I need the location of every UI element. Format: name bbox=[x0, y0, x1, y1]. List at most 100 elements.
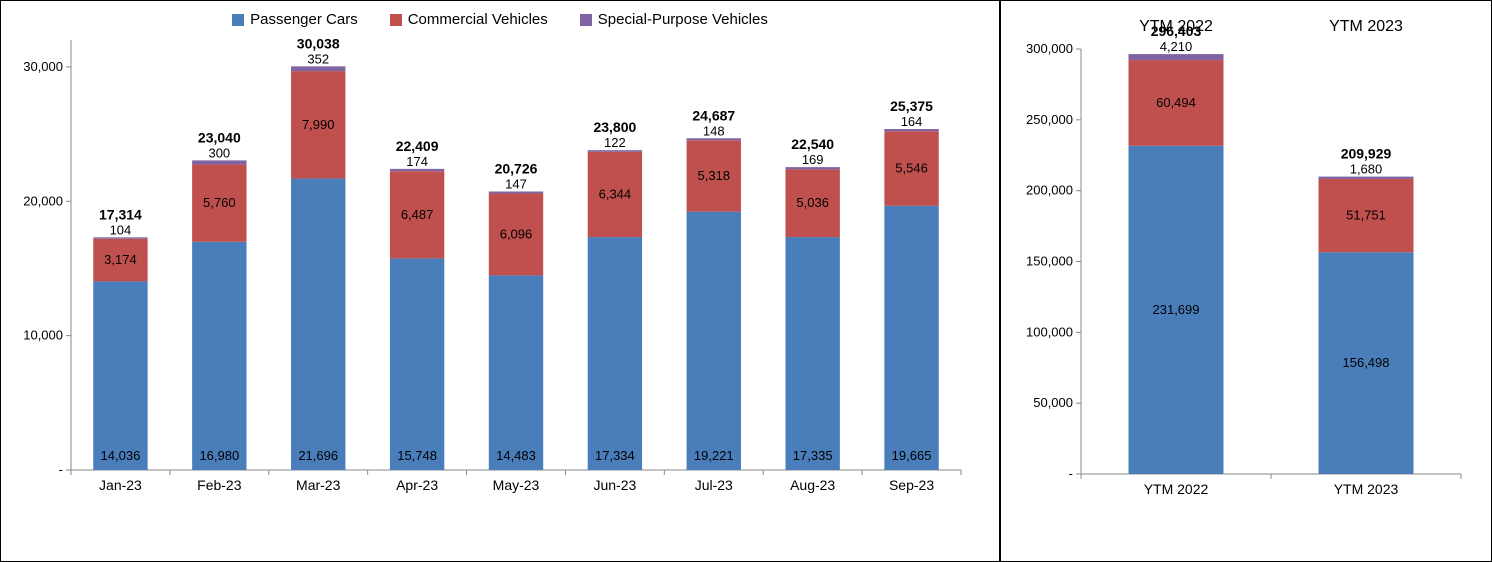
legend-label: Special-Purpose Vehicles bbox=[598, 11, 768, 28]
x-tick-label: Mar-23 bbox=[296, 477, 341, 493]
bar-segment bbox=[93, 237, 147, 238]
data-label: 14,036 bbox=[101, 448, 141, 463]
total-label: 30,038 bbox=[297, 35, 340, 51]
left-panel: Passenger Cars Commercial Vehicles Special… bbox=[0, 0, 1000, 562]
data-label: 148 bbox=[703, 123, 725, 138]
total-label: 20,726 bbox=[495, 160, 538, 176]
x-tick-label: Jun-23 bbox=[593, 477, 636, 493]
bar-segment bbox=[1319, 177, 1414, 179]
bar-segment bbox=[687, 212, 741, 470]
data-label: 352 bbox=[307, 51, 329, 66]
data-label: 5,760 bbox=[203, 195, 236, 210]
total-label: 23,800 bbox=[593, 119, 636, 135]
data-label: 156,498 bbox=[1343, 355, 1390, 370]
bar-segment bbox=[687, 138, 741, 140]
legend-swatch bbox=[580, 14, 592, 26]
total-label: 209,929 bbox=[1341, 146, 1392, 162]
data-label: 169 bbox=[802, 152, 824, 167]
total-label: 22,540 bbox=[791, 136, 834, 152]
x-tick-label: YTM 2022 bbox=[1144, 481, 1209, 497]
legend: Passenger Cars Commercial Vehicles Special… bbox=[9, 9, 991, 34]
ytm-chart: -50,000100,000150,000200,000250,000300,0… bbox=[1009, 9, 1483, 504]
bar-segment bbox=[291, 178, 345, 470]
legend-label: Passenger Cars bbox=[250, 11, 358, 28]
data-label: 16,980 bbox=[199, 448, 239, 463]
x-tick-label: Feb-23 bbox=[197, 477, 242, 493]
bar-segment bbox=[489, 191, 543, 193]
dashboard-container: Passenger Cars Commercial Vehicles Special… bbox=[0, 0, 1492, 562]
data-label: 4,210 bbox=[1160, 39, 1193, 54]
bar-segment bbox=[93, 281, 147, 470]
data-label: 147 bbox=[505, 176, 527, 191]
data-label: 21,696 bbox=[298, 448, 338, 463]
total-label: 23,040 bbox=[198, 129, 241, 145]
legend-label: Commercial Vehicles bbox=[408, 11, 548, 28]
bar-segment bbox=[192, 160, 246, 164]
bar-segment bbox=[489, 275, 543, 470]
total-label: 24,687 bbox=[692, 107, 735, 123]
monthly-stacked-bar-chart: -10,00020,00030,000Jan-23Feb-23Mar-23Apr… bbox=[9, 34, 969, 504]
bar-segment bbox=[588, 150, 642, 152]
y-tick-label: 100,000 bbox=[1026, 324, 1073, 339]
y-tick-label: 250,000 bbox=[1026, 112, 1073, 127]
legend-swatch bbox=[390, 14, 402, 26]
legend-swatch bbox=[232, 14, 244, 26]
bar-segment bbox=[1129, 54, 1224, 60]
data-label: 17,335 bbox=[793, 448, 833, 463]
x-tick-label: Jul-23 bbox=[695, 477, 733, 493]
x-tick-label: Jan-23 bbox=[99, 477, 142, 493]
y-tick-label: 30,000 bbox=[23, 59, 63, 74]
data-label: 19,221 bbox=[694, 448, 734, 463]
data-label: 3,174 bbox=[104, 252, 137, 267]
data-label: 60,494 bbox=[1156, 95, 1196, 110]
total-label: 17,314 bbox=[99, 206, 142, 222]
legend-item: Special-Purpose Vehicles bbox=[580, 11, 768, 28]
total-label: 25,375 bbox=[890, 98, 933, 114]
bar-segment bbox=[390, 169, 444, 171]
data-label: 104 bbox=[110, 222, 132, 237]
data-label: 17,334 bbox=[595, 448, 635, 463]
legend-item: Commercial Vehicles bbox=[390, 11, 548, 28]
data-label: 7,990 bbox=[302, 117, 335, 132]
data-label: 5,546 bbox=[895, 160, 928, 175]
right-panel: -50,000100,000150,000200,000250,000300,0… bbox=[1000, 0, 1492, 562]
bar-segment bbox=[588, 237, 642, 470]
data-label: 122 bbox=[604, 135, 626, 150]
bar-segment bbox=[291, 66, 345, 71]
data-label: 231,699 bbox=[1153, 302, 1200, 317]
data-label: 1,680 bbox=[1350, 162, 1383, 177]
data-label: 51,751 bbox=[1346, 208, 1386, 223]
legend-item: Passenger Cars bbox=[232, 11, 358, 28]
y-tick-label: 200,000 bbox=[1026, 183, 1073, 198]
bar-segment bbox=[785, 237, 839, 470]
y-tick-label: 10,000 bbox=[23, 328, 63, 343]
x-tick-label: Aug-23 bbox=[790, 477, 835, 493]
bar-segment bbox=[785, 167, 839, 169]
monthly-chart: -10,00020,00030,000Jan-23Feb-23Mar-23Apr… bbox=[9, 34, 991, 504]
bar-segment bbox=[884, 206, 938, 470]
data-label: 19,665 bbox=[892, 448, 932, 463]
ytm-stacked-bar-chart: -50,000100,000150,000200,000250,000300,0… bbox=[1009, 9, 1469, 504]
data-label: 5,318 bbox=[698, 168, 731, 183]
y-tick-label: 300,000 bbox=[1026, 41, 1073, 56]
y-tick-label: 150,000 bbox=[1026, 254, 1073, 269]
data-label: 6,096 bbox=[500, 226, 533, 241]
data-label: 6,344 bbox=[599, 186, 632, 201]
bar-segment bbox=[192, 242, 246, 470]
column-header: YTM 2023 bbox=[1329, 18, 1403, 35]
data-label: 14,483 bbox=[496, 448, 536, 463]
y-tick-label: - bbox=[59, 462, 63, 477]
y-tick-label: 20,000 bbox=[23, 193, 63, 208]
data-label: 174 bbox=[406, 154, 428, 169]
y-tick-label: - bbox=[1069, 466, 1073, 481]
data-label: 164 bbox=[901, 114, 923, 129]
data-label: 300 bbox=[208, 145, 230, 160]
data-label: 15,748 bbox=[397, 448, 437, 463]
total-label: 296,403 bbox=[1151, 23, 1202, 39]
bar-segment bbox=[884, 129, 938, 131]
x-tick-label: May-23 bbox=[493, 477, 540, 493]
data-label: 5,036 bbox=[796, 195, 829, 210]
x-tick-label: Sep-23 bbox=[889, 477, 934, 493]
x-tick-label: YTM 2023 bbox=[1334, 481, 1399, 497]
data-label: 6,487 bbox=[401, 207, 434, 222]
